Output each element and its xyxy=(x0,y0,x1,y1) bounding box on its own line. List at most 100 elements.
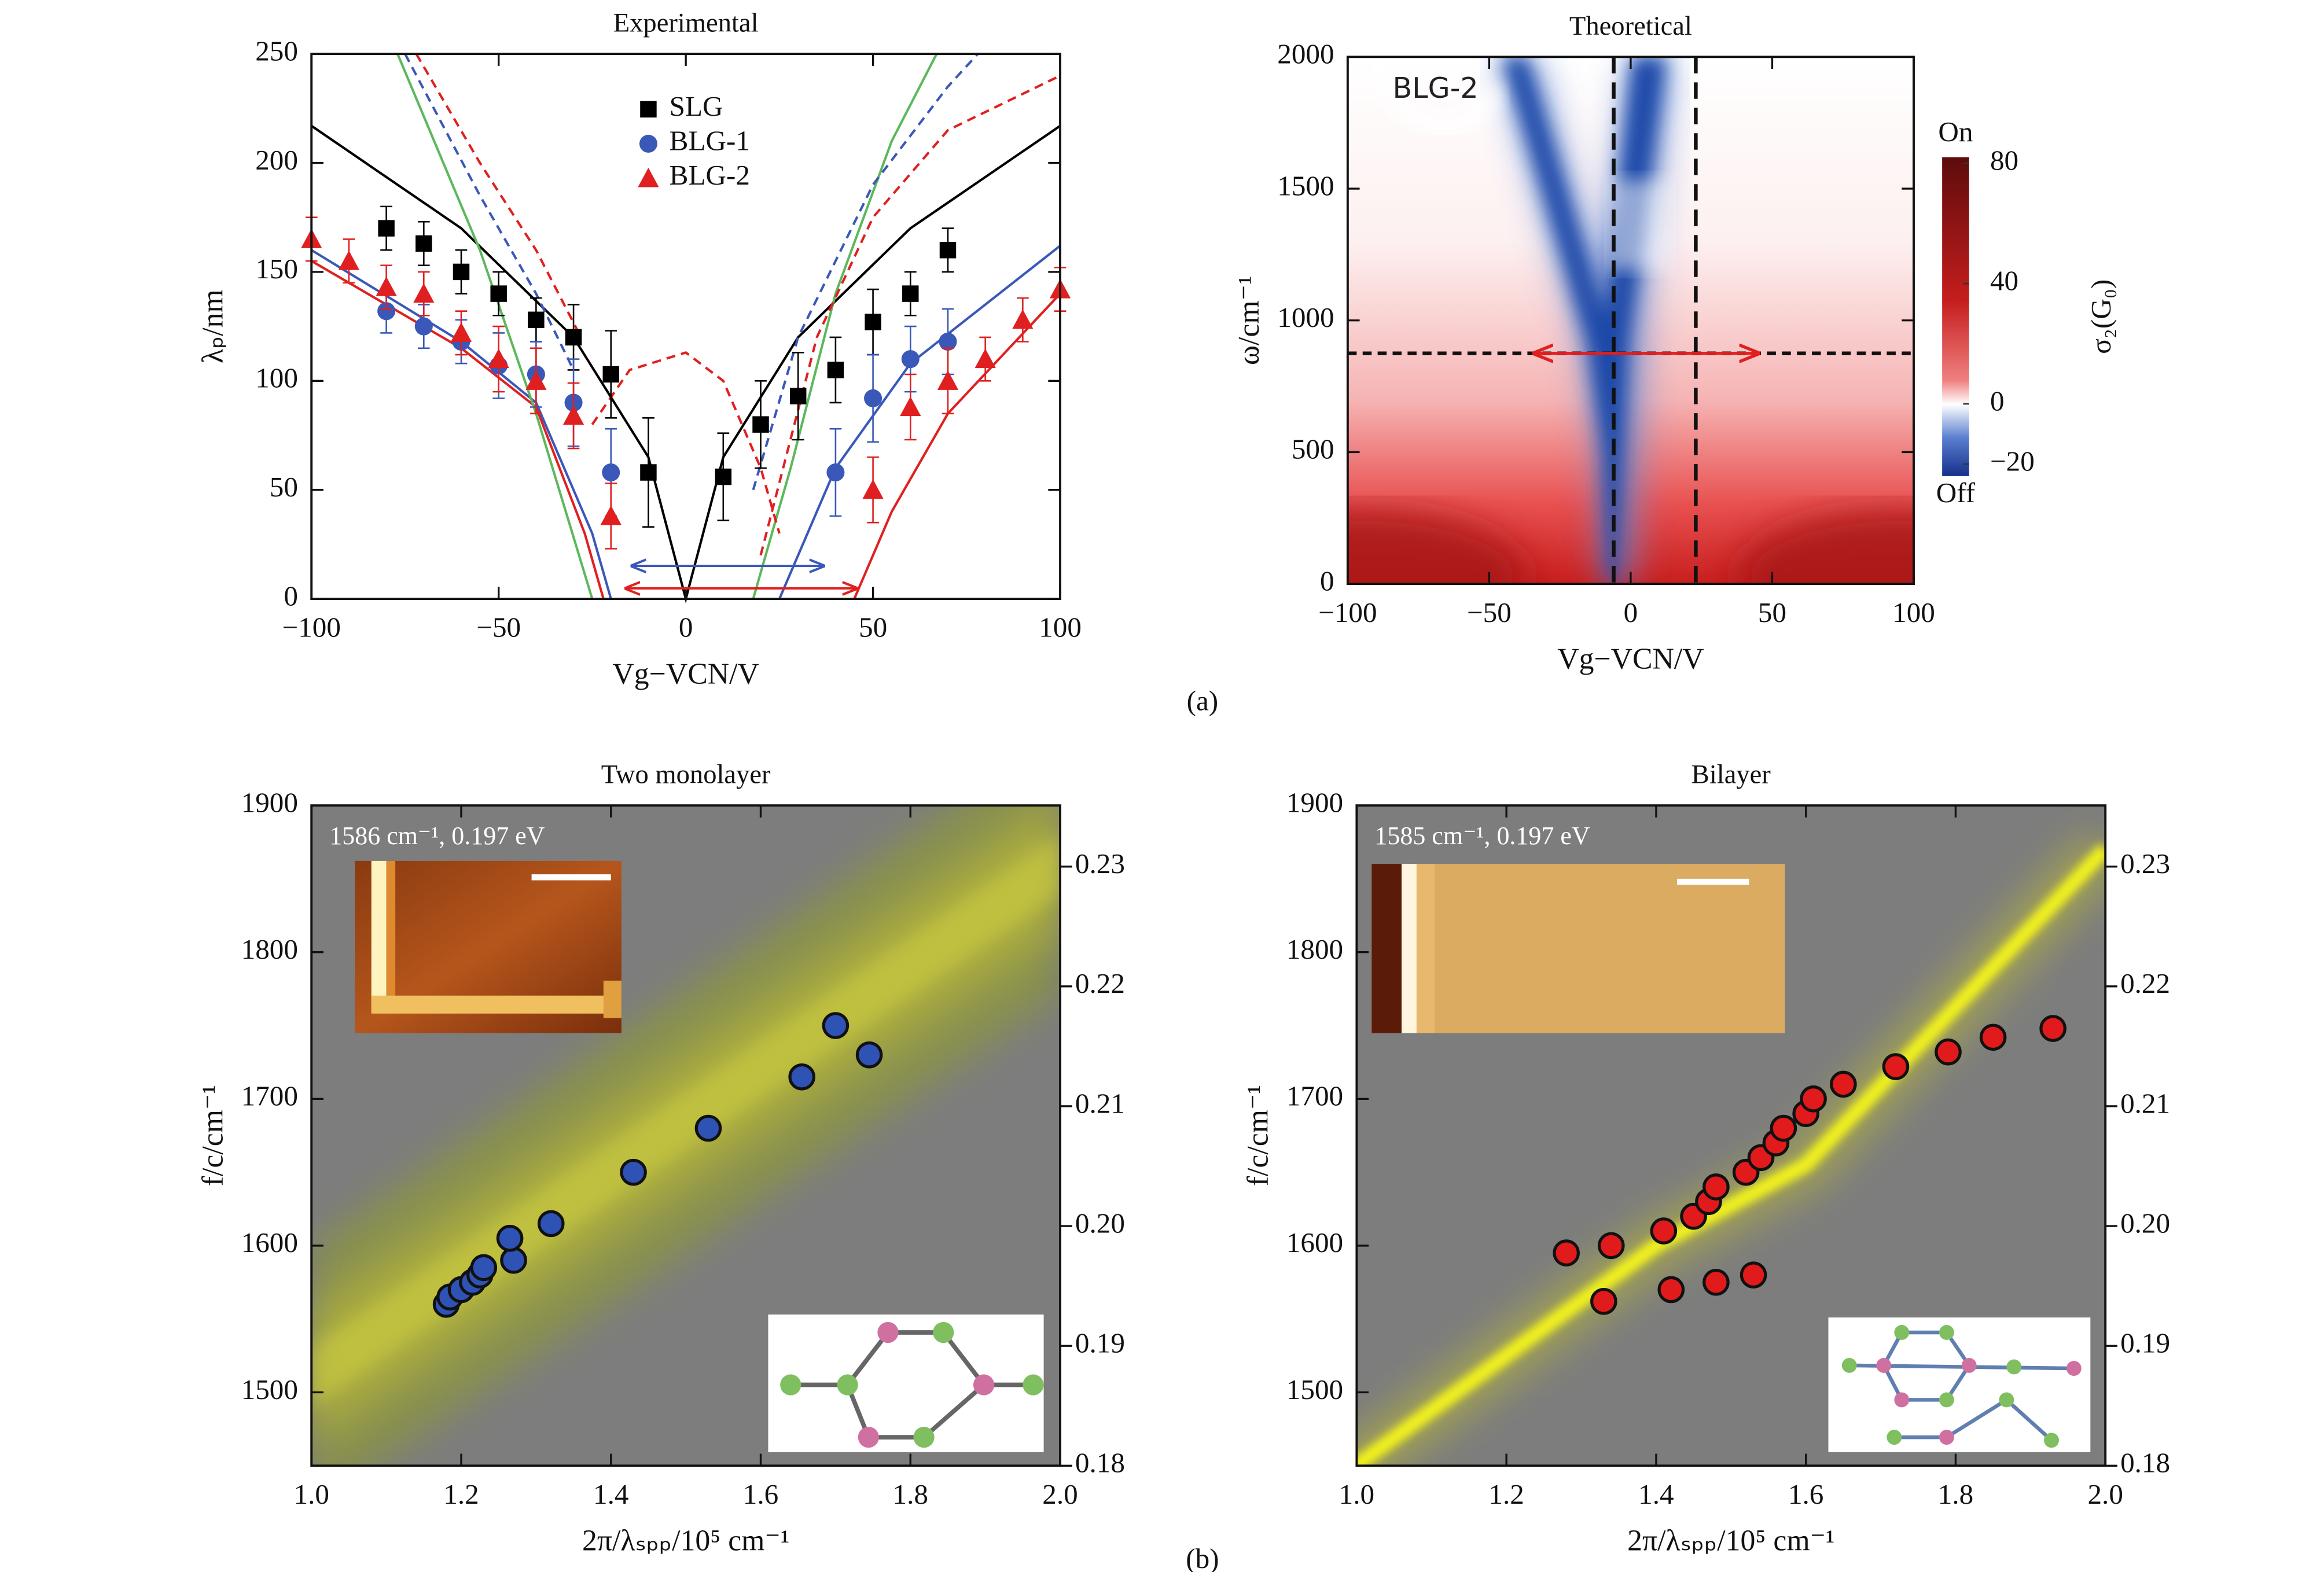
point xyxy=(1979,1024,2007,1051)
point xyxy=(1770,1114,1797,1142)
band-image xyxy=(311,805,1061,1466)
point xyxy=(450,322,472,342)
x-tick-label: 1.4 xyxy=(593,1478,628,1510)
fit-curve xyxy=(752,53,938,599)
point xyxy=(378,220,395,237)
point xyxy=(826,463,845,482)
x-tick-label: −50 xyxy=(476,612,521,643)
point xyxy=(490,285,507,302)
x-tick-label: −100 xyxy=(282,612,340,643)
point xyxy=(496,1224,524,1252)
y-tick-label: 1700 xyxy=(1286,1080,1343,1112)
point xyxy=(602,366,619,383)
point xyxy=(901,350,920,369)
y2-tick-label: 0.20 xyxy=(2120,1207,2170,1239)
backgrounds xyxy=(311,57,2106,1466)
plot-frame xyxy=(1355,804,2107,1467)
point xyxy=(939,332,957,351)
point xyxy=(600,505,622,525)
point xyxy=(470,1254,498,1282)
point xyxy=(2039,1015,2066,1042)
y-tick-label: 2000 xyxy=(1277,38,1334,70)
point xyxy=(414,317,433,336)
colorbar-tick-label: −20 xyxy=(1990,445,2035,477)
point xyxy=(1702,1269,1730,1296)
point xyxy=(1012,309,1034,329)
y2-tick-label: 0.23 xyxy=(1075,848,1125,879)
x-axis-label: Vg−VCN/V xyxy=(1557,643,1704,676)
fit-curve xyxy=(396,53,594,599)
point xyxy=(413,283,435,303)
y-tick-label: 50 xyxy=(270,471,298,503)
x-tick-label: 50 xyxy=(859,612,887,643)
point xyxy=(1800,1085,1827,1113)
legend-marker xyxy=(638,167,659,187)
point xyxy=(537,1210,565,1238)
y-tick-label: 1500 xyxy=(241,1374,298,1405)
x-tick-label: 1.0 xyxy=(1339,1478,1374,1510)
x-tick-label: −50 xyxy=(1467,597,1512,628)
point xyxy=(975,348,996,369)
y2-tick-label: 0.22 xyxy=(1075,967,1125,999)
annotation: 1586 cm⁻¹, 0.197 eV xyxy=(329,822,545,850)
colorbar-label: Off xyxy=(1936,477,1976,509)
legend-label: SLG xyxy=(670,90,723,122)
point xyxy=(562,405,584,425)
y-tick-label: 1800 xyxy=(241,933,298,965)
point xyxy=(1553,1239,1580,1267)
y-tick-label: 1600 xyxy=(1286,1227,1343,1258)
fit-curve xyxy=(591,351,781,534)
y-tick-label: 250 xyxy=(255,35,298,67)
y-tick-label: 1700 xyxy=(241,1080,298,1112)
y-axis-label: λₚ/nm xyxy=(196,289,229,363)
x-tick-label: −100 xyxy=(1318,597,1377,628)
y2-tick-label: 0.21 xyxy=(1075,1087,1125,1119)
lattice-schematic xyxy=(1828,1317,2091,1452)
x-tick-label: 1.0 xyxy=(294,1478,329,1510)
point xyxy=(620,1158,647,1186)
point xyxy=(1935,1038,1962,1066)
y-axis-label: f/c/cm⁻¹ xyxy=(1242,1085,1275,1186)
colorbar xyxy=(1942,157,1969,476)
point xyxy=(1590,1287,1617,1315)
point xyxy=(1597,1232,1625,1260)
chart-title: Two monolayer xyxy=(601,760,771,790)
y-tick-label: 500 xyxy=(1292,433,1334,465)
point xyxy=(376,277,397,296)
point xyxy=(500,1246,527,1274)
y-tick-label: 1800 xyxy=(1286,933,1343,965)
legend-marker xyxy=(639,134,657,153)
lattice-schematic xyxy=(768,1314,1044,1452)
point xyxy=(488,348,509,369)
point xyxy=(565,329,582,346)
heatmap-image xyxy=(1347,57,1914,584)
point xyxy=(827,362,844,378)
chart-title: Bilayer xyxy=(1691,760,1771,790)
y-tick-label: 1900 xyxy=(1286,786,1343,818)
y-tick-label: 0 xyxy=(1320,565,1334,597)
afm-image xyxy=(1371,864,1785,1033)
y2-tick-label: 0.18 xyxy=(1075,1447,1125,1479)
point xyxy=(1702,1173,1730,1201)
x-tick-label: 100 xyxy=(1039,612,1082,643)
colorbar-tick-label: 40 xyxy=(1990,264,2018,296)
point xyxy=(1650,1217,1678,1245)
x-tick-label: 1.6 xyxy=(1788,1478,1823,1510)
plot-frame xyxy=(310,804,1061,1467)
point xyxy=(864,389,882,407)
y-tick-label: 1500 xyxy=(1286,1374,1343,1405)
fit-curve xyxy=(853,293,1061,599)
y-axis-label: ω/cm⁻¹ xyxy=(1233,276,1266,366)
point xyxy=(694,1114,722,1142)
y-tick-label: 1000 xyxy=(1277,301,1334,333)
x-axis-label: 2π/λₛₚₚ/10⁵ cm⁻¹ xyxy=(1627,1525,1834,1558)
x-tick-label: 1.6 xyxy=(743,1478,778,1510)
x-axis-label: Vg−VCN/V xyxy=(612,657,759,690)
x-axis-label: 2π/λₛₚₚ/10⁵ cm⁻¹ xyxy=(582,1525,789,1558)
colorbar-tick-label: 0 xyxy=(1990,385,2005,417)
x-tick-label: 1.8 xyxy=(1938,1478,1973,1510)
y2-tick-label: 0.23 xyxy=(2120,848,2170,879)
point xyxy=(377,302,396,321)
